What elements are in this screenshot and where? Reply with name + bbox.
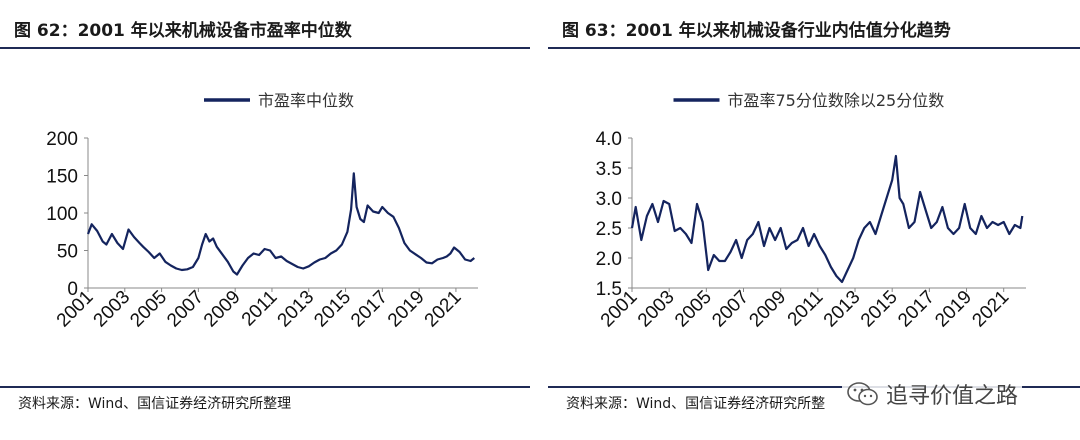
source-note: 资料来源：Wind、国信证券经济研究所整	[566, 396, 826, 412]
x-tick-label: 2015	[857, 287, 902, 332]
watermark-text: 追寻价值之路	[886, 384, 1019, 409]
legend-label: 市盈率中位数	[258, 91, 354, 110]
x-tick-label: 2013	[274, 287, 319, 332]
x-tick-label: 2021	[421, 287, 466, 332]
source-note: 资料来源：Wind、国信证券经济研究所整理	[18, 396, 292, 412]
x-tick-label: 2003	[634, 287, 679, 332]
x-tick-label: 2001	[53, 287, 98, 332]
x-tick-label: 2019	[384, 287, 429, 332]
x-tick-label: 2009	[745, 287, 790, 332]
y-tick-label: 1.5	[596, 279, 622, 300]
title-divider	[0, 47, 530, 49]
pe-dispersion-line-chart: 市盈率75分位数除以25分位数1.52.02.53.03.54.02001200…	[596, 91, 1026, 332]
pe-median-line-chart: 市盈率中位数0501001502002001200320052007200920…	[46, 91, 478, 332]
wechat-icon	[847, 382, 878, 406]
chart-panel-pe-median: 图 62：2001 年以来机械设备市盈率中位数 市盈率中位数 0 50 100 150 2…	[0, 0, 530, 440]
chart-title: 图 63：2001 年以来机械设备行业内估值分化趋势	[562, 21, 951, 41]
y-tick-label: 100	[46, 204, 78, 225]
y-tick-label: 2.0	[596, 249, 622, 270]
x-tick-label: 2003	[90, 287, 135, 332]
x-tick-label: 2007	[708, 287, 753, 332]
x-tick-label: 2005	[126, 287, 171, 332]
series-line	[630, 154, 1024, 284]
x-tick-label: 2019	[931, 287, 976, 332]
y-tick-label: 0	[67, 279, 78, 300]
y-tick-label: 200	[46, 129, 78, 150]
y-tick-label: 4.0	[596, 129, 622, 150]
chart-panel-pe-dispersion: 图 63：2001 年以来机械设备行业内估值分化趋势 市盈率75分位数除以25分…	[548, 0, 1080, 440]
x-tick-label: 2007	[163, 287, 208, 332]
y-tick-label: 50	[57, 242, 78, 263]
x-tick-label: 2015	[310, 287, 355, 332]
x-tick-label: 2005	[671, 287, 716, 332]
watermark: 追寻价值之路	[842, 376, 1023, 412]
legend: 市盈率75分位数除以25分位数	[673, 91, 945, 110]
source-divider	[548, 386, 1080, 388]
x-tick-label: 2017	[347, 287, 392, 332]
source-divider	[0, 386, 530, 388]
y-tick-label: 2.5	[596, 219, 622, 240]
y-tick-label: 3.0	[596, 189, 622, 210]
x-tick-label: 2021	[968, 287, 1013, 332]
y-tick-label: 150	[46, 167, 78, 188]
title-divider	[548, 47, 1080, 49]
series-line	[86, 172, 475, 276]
x-tick-label: 2013	[820, 287, 865, 332]
y-tick-label: 3.5	[596, 159, 622, 180]
x-tick-label: 2009	[200, 287, 245, 332]
legend: 市盈率中位数	[204, 91, 354, 110]
chart-title: 图 62：2001 年以来机械设备市盈率中位数	[14, 21, 352, 41]
legend-label: 市盈率75分位数除以25分位数	[728, 91, 945, 110]
x-tick-label: 2011	[784, 287, 828, 331]
x-tick-label: 2017	[894, 287, 939, 332]
x-tick-label: 2011	[238, 287, 282, 331]
